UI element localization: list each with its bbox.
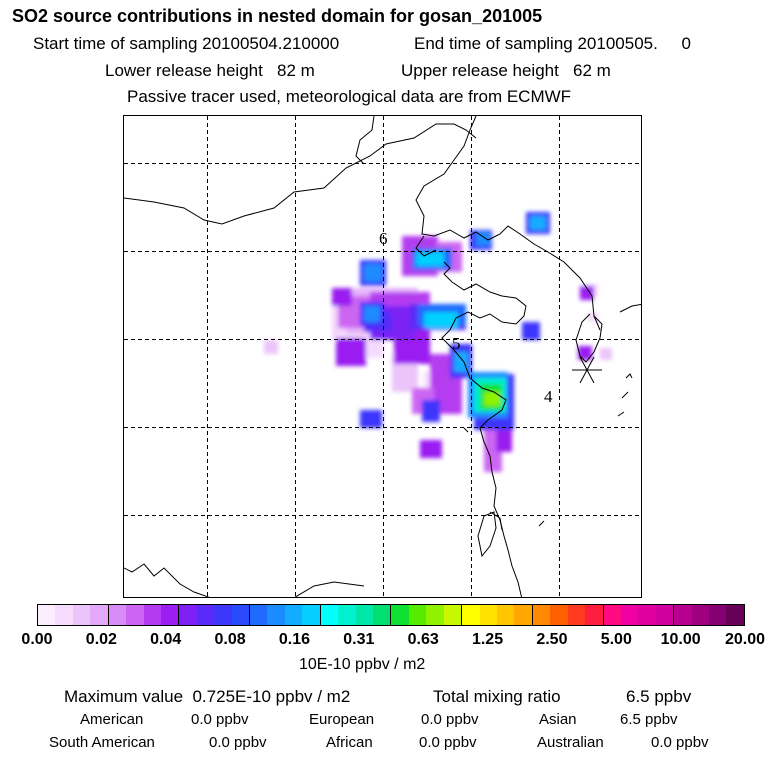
- map-label-5: 5: [452, 334, 461, 353]
- region-value-african: 0.0 ppbv: [419, 734, 477, 751]
- region-name-european: European: [309, 711, 375, 728]
- color-scale-segment: [355, 605, 374, 625]
- region-name-asian: Asian: [539, 711, 577, 728]
- color-scale-segment: [479, 605, 497, 625]
- end-time-label: End time of sampling 20100505. 0: [414, 34, 691, 53]
- region-name-australian: Australian: [537, 734, 604, 751]
- color-scale-segment: [143, 605, 161, 625]
- color-scale-segment: [55, 605, 73, 625]
- region-value-south-american: 0.0 ppbv: [209, 734, 267, 751]
- color-scale-segment: [638, 605, 656, 625]
- asterisk-receptor-icon: [572, 356, 602, 384]
- map-graphic: [124, 116, 641, 597]
- color-scale-segment: [214, 605, 232, 625]
- color-scale-segment: [426, 605, 444, 625]
- color-scale-tick-label: 5.00: [600, 631, 632, 648]
- region-name-american: American: [80, 711, 144, 728]
- color-scale-segment: [391, 605, 409, 625]
- region-name-african: African: [326, 734, 373, 751]
- map-panel: 6 5 4: [123, 115, 642, 598]
- color-scale-segment: [338, 605, 356, 625]
- color-scale-segment: [38, 605, 56, 625]
- region-value-american: 0.0 ppbv: [191, 711, 249, 728]
- color-scale-tick-label: 10.00: [660, 631, 701, 648]
- map-label-4: 4: [544, 387, 553, 406]
- lower-release-label: Lower release height 82 m: [105, 61, 315, 80]
- color-scale-segment: [674, 605, 692, 625]
- color-scale-segment: [373, 605, 392, 625]
- color-scale-tick-label: 0.16: [278, 631, 311, 648]
- color-scale-segment: [179, 605, 197, 625]
- tracer-note: Passive tracer used, meteorological data…: [127, 87, 572, 106]
- color-scale-segment: [250, 605, 268, 625]
- color-scale-segment: [550, 605, 568, 625]
- map-title: SO2 source contributions in nested domai…: [12, 6, 543, 26]
- color-scale-segment: [603, 605, 621, 625]
- region-value-australian: 0.0 ppbv: [651, 734, 709, 751]
- coastlines: [124, 116, 641, 597]
- color-scale-segment: [72, 605, 91, 625]
- upper-release-label: Upper release height 62 m: [401, 61, 611, 80]
- color-scale-segment: [231, 605, 251, 625]
- color-scale-bar: [37, 604, 745, 626]
- color-scale-segment: [196, 605, 215, 625]
- color-scale-segment: [462, 605, 480, 625]
- color-scale-segment: [126, 605, 144, 625]
- color-scale-segment: [655, 605, 675, 625]
- color-scale-segment: [443, 605, 463, 625]
- color-scale-tick-label: 0.31: [343, 631, 375, 648]
- color-scale-segment: [408, 605, 427, 625]
- color-scale-segment: [284, 605, 303, 625]
- concentration-field: [264, 212, 612, 472]
- total-mixing-label: Total mixing ratio: [433, 687, 561, 706]
- color-scale-segment: [302, 605, 321, 625]
- color-scale-segment: [691, 605, 710, 625]
- color-scale-tick-label: 2.50: [536, 631, 568, 648]
- color-scale-segment: [585, 605, 604, 625]
- color-scale-segment: [496, 605, 515, 625]
- color-scale-tick-label: 0.08: [214, 631, 246, 648]
- color-scale-tick-label: 1.25: [471, 631, 504, 648]
- total-mixing-value: 6.5 ppbv: [626, 687, 692, 706]
- region-name-south-american: South American: [49, 734, 155, 751]
- color-scale-tick-label: 0.00: [21, 631, 53, 648]
- color-scale-segment: [108, 605, 127, 625]
- color-scale-segment: [567, 605, 586, 625]
- lat-lon-grid: [124, 116, 641, 597]
- color-scale-tick-label: 0.02: [85, 631, 117, 648]
- color-scale-segment: [709, 605, 727, 625]
- region-value-asian: 6.5 ppbv: [620, 711, 678, 728]
- color-scale-tick-label: 20.00: [724, 631, 766, 648]
- color-scale-segment: [160, 605, 180, 625]
- color-scale-segment: [320, 605, 339, 625]
- color-scale-segment: [90, 605, 109, 625]
- color-scale-segment: [267, 605, 285, 625]
- color-scale-segment: [514, 605, 533, 625]
- color-scale-tick-label: 0.04: [150, 631, 182, 648]
- color-scale-segment: [726, 605, 744, 625]
- start-time-label: Start time of sampling 20100504.210000: [33, 34, 340, 53]
- color-scale-segment: [620, 605, 639, 625]
- map-label-6: 6: [379, 229, 388, 248]
- color-scale-segment: [532, 605, 551, 625]
- max-value-label: Maximum value 0.725E-10 ppbv / m2: [64, 687, 351, 706]
- color-scale-units: 10E-10 ppbv / m2: [299, 656, 426, 673]
- color-scale-tick-label: 0.63: [407, 631, 439, 648]
- region-value-european: 0.0 ppbv: [421, 711, 479, 728]
